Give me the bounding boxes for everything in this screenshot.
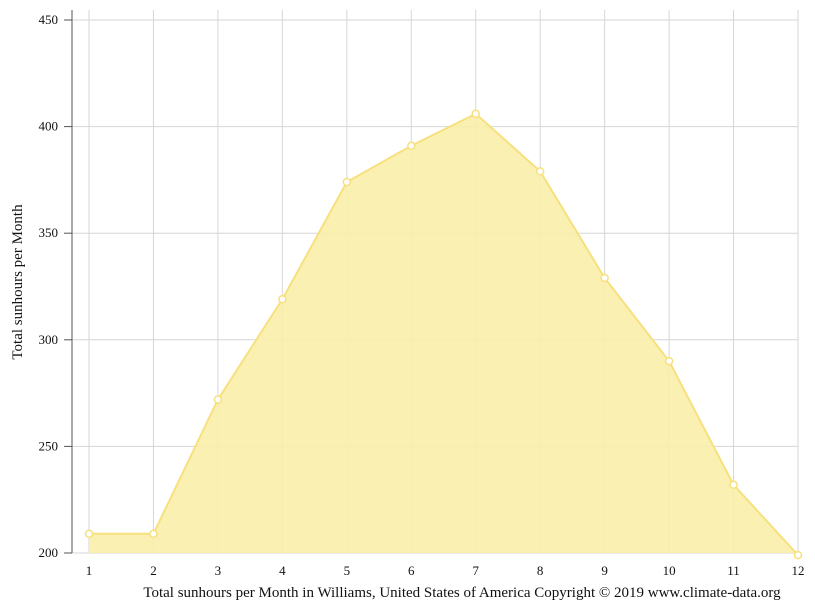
y-axis-ticks: 200 250 300 350 400 450 [39, 12, 72, 560]
y-tick-label: 300 [39, 332, 59, 347]
data-point-3 [213, 395, 223, 404]
data-point-10 [664, 356, 674, 366]
y-tick-label: 200 [39, 545, 59, 560]
data-point-1 [84, 529, 94, 539]
y-tick-label: 350 [39, 225, 59, 240]
x-tick-label: 2 [150, 563, 157, 578]
data-point-9 [600, 273, 609, 283]
y-tick-label: 450 [39, 12, 59, 27]
sunhours-line [89, 112, 799, 556]
data-point-7 [471, 109, 480, 119]
data-point-11 [729, 480, 738, 490]
data-point-5 [342, 177, 352, 187]
data-points [84, 109, 803, 560]
y-tick-label: 400 [39, 119, 59, 134]
x-tick-label: 12 [792, 563, 805, 578]
y-tick-label: 250 [39, 438, 59, 453]
y-axis-title: Total sunhours per Month [10, 204, 26, 360]
data-point-8 [535, 167, 545, 176]
data-point-6 [407, 141, 416, 151]
x-tick-label: 11 [727, 563, 740, 578]
x-tick-label: 4 [279, 563, 286, 578]
data-point-12 [793, 550, 803, 560]
data-point-2 [149, 529, 158, 539]
x-tick-label: 7 [472, 563, 479, 578]
data-point-4 [278, 295, 287, 304]
x-tick-label: 3 [215, 563, 222, 578]
x-tick-label: 10 [663, 563, 676, 578]
x-tick-label: 8 [537, 563, 544, 578]
x-tick-label: 5 [344, 563, 351, 578]
chart-caption: Total sunhours per Month in Williams, Un… [143, 585, 781, 601]
x-axis-ticks: 1 2 3 4 5 6 7 8 9 10 11 12 [86, 563, 805, 578]
x-tick-label: 9 [601, 563, 608, 578]
x-tick-label: 1 [86, 563, 93, 578]
x-tick-label: 6 [408, 563, 415, 578]
sunhours-area [89, 113, 798, 556]
